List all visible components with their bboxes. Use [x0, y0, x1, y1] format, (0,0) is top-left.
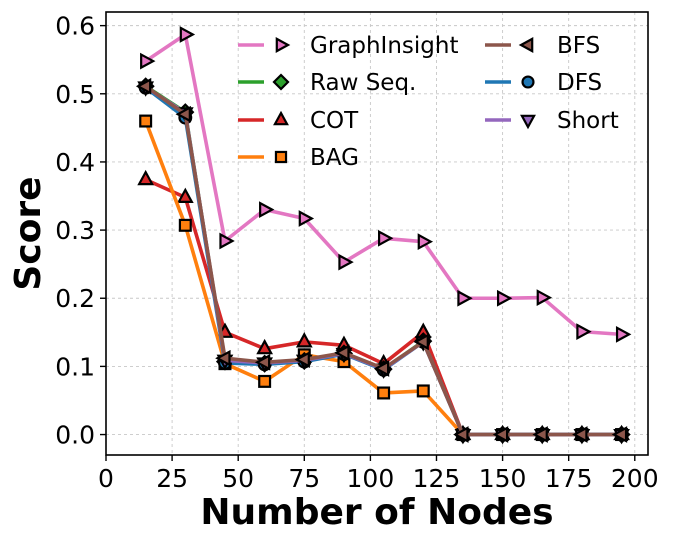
x-tick-label: 50 [222, 464, 254, 493]
data-point [572, 426, 588, 443]
data-point [576, 323, 592, 341]
y-tick-label: 0.2 [55, 284, 95, 313]
data-point [532, 426, 548, 443]
data-point [615, 325, 632, 343]
data-point [536, 289, 553, 306]
data-point [334, 344, 350, 362]
data-point [179, 26, 196, 43]
data-point [178, 218, 192, 232]
data-point [140, 52, 156, 70]
data-point [176, 187, 194, 203]
data-point [453, 426, 469, 443]
legend-label: DFS [557, 70, 602, 96]
x-tick-label: 100 [347, 464, 395, 493]
x-tick-label: 0 [98, 464, 114, 493]
legend-marker [520, 114, 536, 130]
data-point [175, 105, 191, 123]
x-tick-label: 200 [611, 464, 659, 493]
x-axis-title: Number of Nodes [200, 492, 553, 533]
data-point [294, 351, 310, 368]
data-point [417, 233, 434, 251]
data-point [492, 426, 509, 443]
legend-marker [521, 75, 535, 89]
legend-marker [273, 110, 289, 126]
legend-marker [518, 37, 534, 53]
legend-item-cot: COT [238, 108, 359, 134]
series-line [144, 85, 622, 437]
data-point [338, 253, 354, 271]
y-tick-label: 0.5 [55, 80, 95, 109]
series-line [144, 86, 622, 437]
y-tick-label: 0.4 [55, 148, 95, 177]
legend-label: Raw Seq. [310, 70, 416, 96]
legend-item-bag: BAG [238, 145, 359, 171]
data-point [377, 386, 391, 400]
data-point [496, 289, 513, 307]
series-graphinsight [140, 26, 632, 343]
legend-item-graphinsight: GraphInsight [238, 33, 458, 59]
legend-marker [272, 73, 290, 91]
y-tick-label: 0.6 [55, 12, 95, 41]
series-layer [135, 26, 632, 445]
data-point [135, 77, 152, 95]
x-tick-label: 150 [479, 464, 527, 493]
data-point [298, 210, 315, 227]
legend-label: GraphInsight [310, 33, 458, 59]
data-point [259, 201, 275, 219]
data-point [295, 332, 313, 348]
data-point [215, 349, 231, 367]
y-tick-label: 0.1 [55, 352, 95, 381]
data-point [457, 289, 473, 307]
data-point [416, 384, 430, 398]
legend-label: BFS [557, 33, 600, 59]
ticks: 0 25 50 75 100 125 150 175 200 0.0 0.1 0.2 0.3 0.4 0.5… [55, 12, 658, 493]
data-point [137, 169, 155, 186]
y-axis-title: Score [8, 176, 49, 290]
legend-item-short: Short [485, 108, 619, 134]
legend-item-raw-seq: Raw Seq. [238, 70, 416, 96]
legend-label: BAG [310, 145, 359, 171]
x-tick-label: 175 [545, 464, 593, 493]
data-point [378, 229, 394, 247]
data-point [373, 360, 390, 377]
x-tick-label: 125 [413, 464, 461, 493]
series-line [144, 84, 622, 437]
legend-label: COT [310, 108, 359, 134]
data-point [219, 232, 235, 250]
data-point [611, 426, 628, 443]
series-line [144, 84, 622, 437]
legend-marker [274, 150, 288, 164]
legend: GraphInsight Raw Seq. COT BAG BFS DFS Short [238, 33, 619, 171]
y-tick-label: 0.3 [55, 216, 95, 245]
y-tick-label: 0.0 [55, 421, 95, 450]
data-point [256, 338, 274, 355]
data-point [413, 333, 429, 351]
legend-label: Short [557, 108, 619, 134]
x-tick-label: 25 [156, 464, 188, 493]
legend-marker [275, 37, 291, 53]
legend-item-bfs: BFS [485, 33, 600, 59]
x-tick-label: 75 [288, 464, 320, 493]
legend-item-dfs: DFS [485, 70, 602, 96]
data-point [139, 114, 153, 128]
data-point [254, 353, 271, 371]
data-point [258, 374, 272, 388]
plot-frame [105, 11, 649, 456]
series-bfs [135, 77, 628, 443]
